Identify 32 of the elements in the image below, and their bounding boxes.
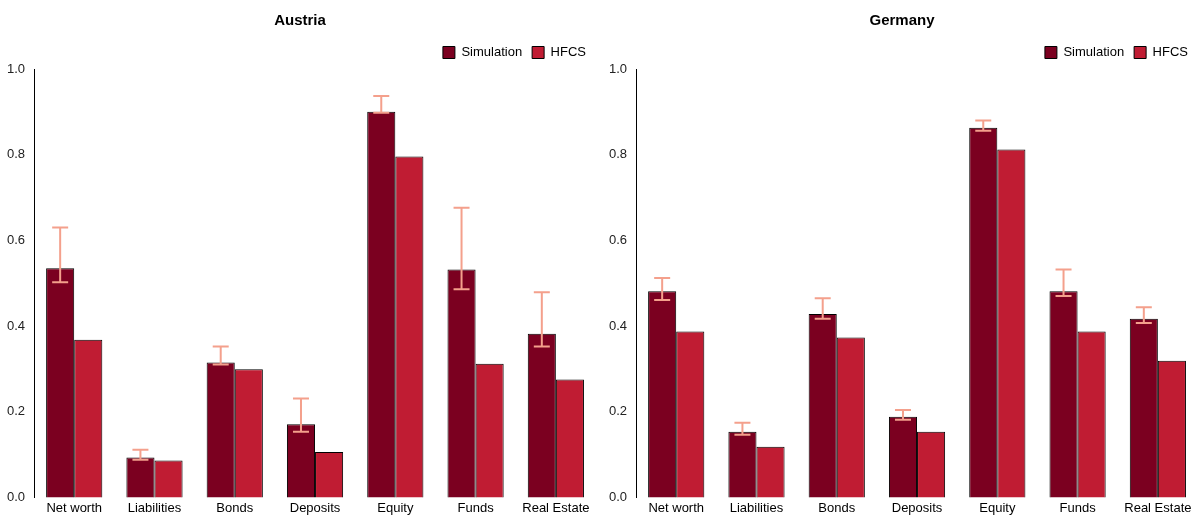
legend-label: HFCS xyxy=(1152,44,1189,60)
y-tick-label: 1.0 xyxy=(608,60,628,76)
y-tick-label: 0.2 xyxy=(608,403,628,419)
x-tick-label: Real Estate xyxy=(1124,499,1192,515)
y-tick-label: 0.8 xyxy=(6,146,26,162)
y-tick-label: 1.0 xyxy=(6,60,26,76)
x-tick-label: Real Estate xyxy=(522,499,590,515)
x-tick-label: Funds xyxy=(1059,499,1097,515)
legend-label: Simulation xyxy=(1063,44,1125,60)
x-tick-label: Net worth xyxy=(648,499,705,515)
y-tick-label: 0.0 xyxy=(608,488,628,504)
x-tick-label: Bonds xyxy=(216,499,254,515)
x-tick-label: Liabilities xyxy=(729,499,784,515)
x-tick-label: Deposits xyxy=(289,499,341,515)
y-tick-label: 0.6 xyxy=(6,231,26,247)
y-tick-label: 0.4 xyxy=(608,317,628,333)
y-tick-label: 0.2 xyxy=(6,403,26,419)
chart-title: Germany xyxy=(869,11,936,29)
x-tick-label: Equity xyxy=(377,499,414,515)
chart-title: Austria xyxy=(274,11,327,29)
y-tick-label: 0.0 xyxy=(6,488,26,504)
x-tick-label: Deposits xyxy=(891,499,943,515)
x-tick-label: Net worth xyxy=(46,499,103,515)
x-tick-label: Liabilities xyxy=(127,499,182,515)
y-tick-label: 0.4 xyxy=(6,317,26,333)
y-tick-label: 0.8 xyxy=(608,146,628,162)
x-tick-label: Funds xyxy=(457,499,495,515)
x-tick-label: Equity xyxy=(979,499,1016,515)
legend-label: HFCS xyxy=(550,44,587,60)
y-tick-label: 0.6 xyxy=(608,231,628,247)
legend-label: Simulation xyxy=(461,44,523,60)
x-tick-label: Bonds xyxy=(818,499,856,515)
